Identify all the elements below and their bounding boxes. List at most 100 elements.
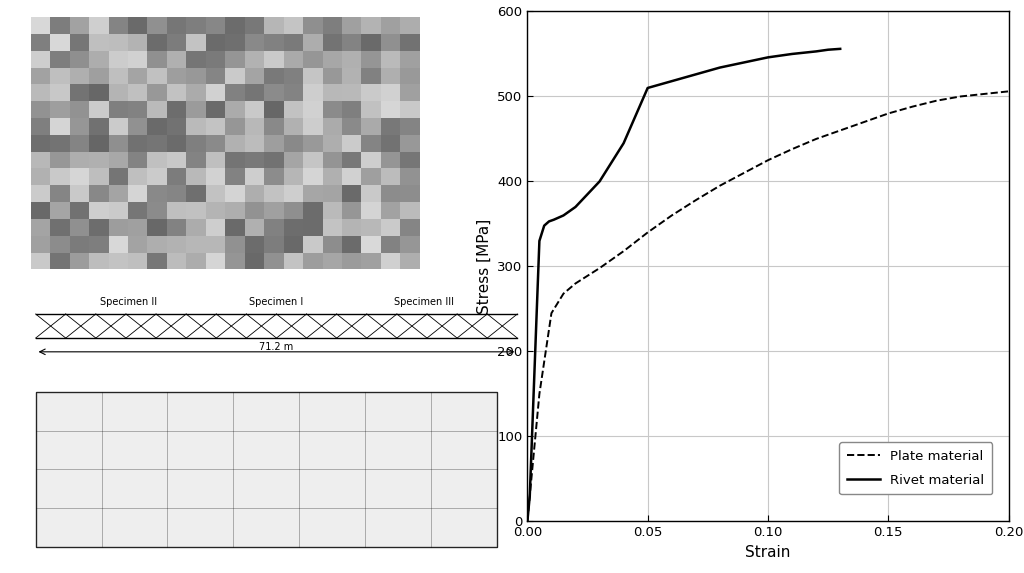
Bar: [323, 202, 342, 219]
Bar: [89, 253, 109, 269]
Bar: [206, 84, 225, 101]
Bar: [245, 202, 264, 219]
Bar: [400, 17, 420, 34]
Bar: [303, 135, 323, 152]
Bar: [225, 118, 245, 135]
Bar: [323, 253, 342, 269]
Bar: [109, 135, 128, 152]
Text: Specimen I: Specimen I: [250, 297, 303, 307]
Plate material: [557, 290, 569, 297]
Bar: [400, 101, 420, 118]
Bar: [303, 34, 323, 51]
Bar: [50, 68, 70, 84]
Bar: [109, 219, 128, 236]
Bar: [50, 236, 70, 253]
Bar: [323, 135, 342, 152]
Bar: [400, 118, 420, 135]
Plate material: [521, 518, 534, 525]
Bar: [381, 118, 400, 135]
Bar: [89, 17, 109, 34]
Bar: [186, 17, 206, 34]
Bar: [89, 84, 109, 101]
Bar: [147, 168, 167, 185]
Bar: [303, 202, 323, 219]
Rivet material: [810, 48, 822, 55]
Bar: [400, 152, 420, 168]
Bar: [89, 236, 109, 253]
Plate material: [523, 492, 536, 499]
Bar: [50, 101, 70, 118]
Bar: [89, 34, 109, 51]
Bar: [50, 51, 70, 68]
Bar: [245, 51, 264, 68]
Bar: [361, 135, 381, 152]
Bar: [206, 219, 225, 236]
Bar: [147, 135, 167, 152]
Plate material: [690, 197, 702, 203]
Bar: [264, 34, 284, 51]
Rivet material: [666, 78, 678, 85]
Bar: [323, 34, 342, 51]
Bar: [284, 219, 303, 236]
Bar: [206, 185, 225, 202]
Bar: [89, 51, 109, 68]
Bar: [186, 185, 206, 202]
Rivet material: [822, 46, 835, 53]
Bar: [284, 202, 303, 219]
Bar: [342, 118, 361, 135]
Bar: [128, 51, 147, 68]
Bar: [361, 236, 381, 253]
Text: 71.2 m: 71.2 m: [259, 342, 294, 352]
Bar: [31, 253, 50, 269]
Bar: [284, 34, 303, 51]
Bar: [109, 152, 128, 168]
Bar: [128, 185, 147, 202]
Bar: [89, 219, 109, 236]
Plate material: [1002, 88, 1015, 95]
Bar: [381, 236, 400, 253]
Bar: [167, 185, 186, 202]
Bar: [323, 185, 342, 202]
Bar: [381, 185, 400, 202]
Bar: [167, 17, 186, 34]
Bar: [128, 135, 147, 152]
Bar: [206, 168, 225, 185]
Bar: [264, 84, 284, 101]
Bar: [31, 168, 50, 185]
Bar: [400, 34, 420, 51]
Bar: [342, 17, 361, 34]
Bar: [245, 68, 264, 84]
Bar: [342, 51, 361, 68]
Text: Specimen III: Specimen III: [394, 297, 454, 307]
Rivet material: [762, 54, 774, 61]
Bar: [167, 168, 186, 185]
Bar: [400, 219, 420, 236]
Bar: [361, 101, 381, 118]
Bar: [323, 84, 342, 101]
Rivet material: [548, 216, 560, 223]
Bar: [225, 152, 245, 168]
Bar: [342, 236, 361, 253]
Bar: [70, 84, 89, 101]
Bar: [361, 168, 381, 185]
Bar: [342, 168, 361, 185]
Bar: [70, 34, 89, 51]
Bar: [147, 84, 167, 101]
Bar: [167, 84, 186, 101]
Bar: [284, 152, 303, 168]
Bar: [284, 118, 303, 135]
Bar: [50, 253, 70, 269]
Bar: [381, 168, 400, 185]
Bar: [89, 135, 109, 152]
Bar: [400, 236, 420, 253]
Bar: [128, 253, 147, 269]
Bar: [50, 168, 70, 185]
Bar: [400, 135, 420, 152]
Bar: [31, 135, 50, 152]
Line: Plate material: Plate material: [527, 91, 1009, 521]
Bar: [303, 68, 323, 84]
Bar: [245, 135, 264, 152]
Bar: [70, 253, 89, 269]
Bar: [70, 17, 89, 34]
Bar: [167, 101, 186, 118]
